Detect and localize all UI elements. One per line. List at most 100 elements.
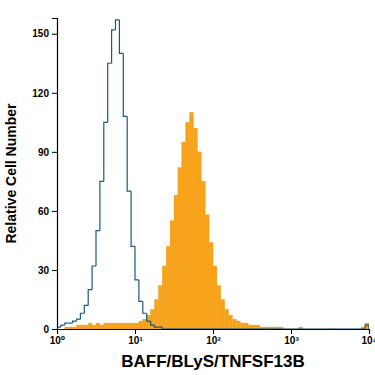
y-tick: 150 <box>32 28 57 39</box>
histogram-step <box>73 321 77 323</box>
histogram-step <box>88 290 92 306</box>
x-tick-label: 10⁰ <box>50 335 66 346</box>
histogram-bar <box>221 299 225 329</box>
y-tick-label: 60 <box>38 206 50 217</box>
x-tick-label: 10⁴ <box>361 335 375 346</box>
histogram-step <box>139 280 143 302</box>
histogram-bar <box>162 266 166 329</box>
y-axis: 0 30 60 90 120 150 <box>32 19 57 335</box>
x-tick-label: 10³ <box>284 335 299 346</box>
y-tick: 0 <box>43 324 57 335</box>
y-tick-label: 150 <box>32 28 49 39</box>
histogram-bar <box>139 321 143 329</box>
histogram-step <box>162 327 166 329</box>
histogram-step <box>65 323 69 325</box>
histogram-step <box>108 63 112 122</box>
histogram-bar <box>112 323 116 329</box>
histogram-step <box>154 325 158 327</box>
x-tick: 10⁰ <box>50 329 66 346</box>
y-tick: 30 <box>38 265 57 276</box>
y-tick: 120 <box>32 87 57 98</box>
x-tick-mark <box>369 329 370 334</box>
histogram-bar <box>264 327 268 329</box>
histogram-bar <box>182 142 186 329</box>
histogram-bar <box>229 315 233 329</box>
histogram-bar <box>279 327 283 329</box>
histogram-bar <box>73 327 77 329</box>
histogram-bar <box>76 325 80 329</box>
marks <box>57 20 369 329</box>
histogram-bar <box>201 181 205 329</box>
histogram-bar <box>193 128 197 329</box>
histogram-step <box>119 20 123 53</box>
histogram-step <box>92 266 96 290</box>
histogram-bar <box>365 323 369 329</box>
x-tick-mark <box>135 329 136 334</box>
histogram-bar <box>205 215 209 329</box>
histogram-step <box>96 231 100 266</box>
histogram-bar <box>209 242 213 329</box>
histogram-bar <box>178 168 182 329</box>
x-tick-label: 10² <box>206 335 221 346</box>
y-tick: 90 <box>38 147 57 158</box>
histogram-step <box>127 116 131 191</box>
histogram-bar <box>65 327 69 329</box>
histogram-step <box>143 301 147 313</box>
histogram-bar <box>170 221 174 329</box>
y-tick-mark <box>52 34 57 35</box>
histogram-step <box>80 313 84 319</box>
histogram-bar <box>131 323 135 329</box>
histogram-bar <box>252 325 256 329</box>
y-tick-label: 90 <box>38 147 50 158</box>
y-tick-mark <box>52 211 57 212</box>
x-tick: 10¹ <box>128 329 143 346</box>
histogram-bar <box>236 321 240 329</box>
x-tick: 10² <box>206 329 221 346</box>
x-tick-label: 10¹ <box>128 335 143 346</box>
histogram-step <box>135 246 139 279</box>
y-tick-mark <box>52 270 57 271</box>
histogram-step <box>123 53 127 116</box>
histogram-step <box>104 122 108 181</box>
histogram-bar <box>268 327 272 329</box>
histogram-step <box>151 321 155 325</box>
histogram-bar <box>186 122 190 329</box>
x-axis-line <box>58 330 370 335</box>
y-tick-mark <box>52 93 57 94</box>
histogram-bar <box>217 286 221 329</box>
histogram-bar <box>80 325 84 329</box>
histogram-bar <box>104 323 108 329</box>
x-axis: 10⁰ 10¹ 10² 10³ 10⁴ <box>50 329 375 346</box>
y-tick-mark <box>52 152 57 153</box>
histogram-bar <box>240 323 244 329</box>
histogram-bar <box>271 327 275 329</box>
histogram-bar <box>123 323 127 329</box>
histogram-bar <box>115 323 119 329</box>
x-tick-mark <box>291 329 292 334</box>
histogram-bar <box>260 327 264 329</box>
histogram-bar <box>244 323 248 329</box>
histogram-bar <box>299 327 303 329</box>
histogram-bar <box>275 327 279 329</box>
histogram-bar <box>174 195 178 329</box>
histogram-bar <box>197 152 201 329</box>
histogram-bar <box>69 327 73 329</box>
histogram-bar <box>100 325 104 329</box>
histogram-step <box>365 325 369 329</box>
y-tick-label: 30 <box>38 265 50 276</box>
y-axis-line <box>52 19 58 330</box>
histogram-bar <box>213 266 217 329</box>
histogram-bar <box>225 309 229 329</box>
histogram-bar <box>127 323 131 329</box>
x-tick: 10³ <box>284 329 299 346</box>
plot: 10⁰ 10¹ 10² 10³ 10⁴ 0 30 60 90 120 150 <box>32 19 375 347</box>
histogram-step <box>84 305 88 313</box>
outline-histogram <box>57 20 369 329</box>
histogram-bar <box>119 323 123 329</box>
histogram-bar <box>158 286 162 329</box>
y-tick: 60 <box>38 206 57 217</box>
histogram-step <box>76 319 80 321</box>
y-axis-title: Relative Cell Number <box>3 103 19 244</box>
histogram-bar <box>108 323 112 329</box>
histogram-bar <box>190 112 194 329</box>
